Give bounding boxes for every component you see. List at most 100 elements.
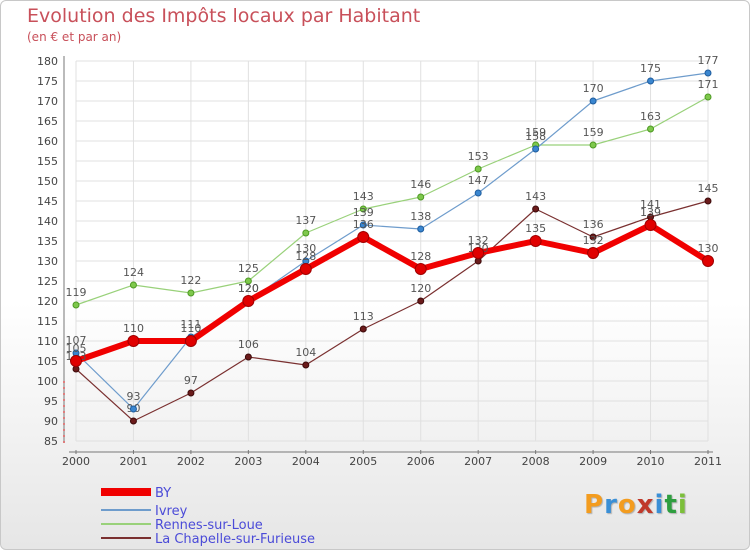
- logo-letter: P: [584, 490, 605, 520]
- chart-subtitle: (en € et par an): [27, 30, 122, 44]
- data-label: 136: [353, 218, 374, 231]
- logo-letter: i: [654, 490, 665, 520]
- data-label: 130: [295, 242, 316, 255]
- x-tick-label: 2000: [62, 455, 90, 468]
- data-label: 171: [698, 78, 719, 91]
- y-tick-label: 175: [37, 75, 58, 88]
- data-point: [474, 165, 482, 173]
- y-tick-label: 105: [37, 355, 58, 368]
- y-tick-label: 115: [37, 315, 58, 328]
- data-point: [357, 231, 370, 243]
- data-point: [704, 93, 712, 101]
- data-point: [587, 247, 600, 259]
- data-point: [129, 405, 137, 413]
- data-point: [472, 247, 485, 259]
- data-point: [532, 205, 540, 213]
- data-point: [244, 277, 252, 285]
- data-point: [704, 197, 712, 205]
- data-label: 159: [583, 126, 604, 139]
- data-label: 128: [410, 250, 431, 263]
- legend-label: BY: [155, 486, 171, 501]
- y-tick-label: 170: [37, 95, 58, 108]
- data-label: 105: [66, 342, 87, 355]
- logo-letter: i: [677, 490, 688, 520]
- data-label: 177: [698, 54, 719, 67]
- data-label: 139: [640, 206, 661, 219]
- data-point: [299, 263, 312, 275]
- x-tick-label: 2002: [177, 455, 205, 468]
- x-tick-label: 2008: [522, 455, 550, 468]
- x-tick-label: 2004: [292, 455, 320, 468]
- data-label: 158: [525, 130, 546, 143]
- data-point: [187, 289, 195, 297]
- data-point: [129, 417, 137, 425]
- data-label: 111: [180, 318, 201, 331]
- data-point: [532, 145, 540, 153]
- series-line-1: [75, 72, 709, 410]
- logo-letter: r: [604, 490, 618, 520]
- data-label: 153: [468, 150, 489, 163]
- data-label: 122: [180, 274, 201, 287]
- data-label: 106: [238, 338, 259, 351]
- data-label: 110: [123, 322, 144, 335]
- data-point: [704, 69, 712, 77]
- data-label: 113: [353, 310, 374, 323]
- x-tick-label: 2003: [234, 455, 262, 468]
- data-label: 119: [66, 286, 87, 299]
- y-tick-label: 150: [37, 175, 58, 188]
- data-point: [417, 225, 425, 233]
- data-label: 143: [525, 190, 546, 203]
- data-label: 128: [295, 250, 316, 263]
- x-tick-label: 2001: [119, 455, 147, 468]
- y-tick-label: 165: [37, 115, 58, 128]
- data-label: 120: [410, 282, 431, 295]
- legend-label: La Chapelle-sur-Furieuse: [155, 532, 315, 547]
- data-label: 139: [353, 206, 374, 219]
- data-point: [702, 255, 714, 267]
- data-label: 137: [295, 214, 316, 227]
- data-label: 120: [238, 282, 259, 295]
- y-tick-label: 145: [37, 195, 58, 208]
- y-tick-label: 155: [37, 155, 58, 168]
- data-point: [474, 189, 482, 197]
- data-point: [302, 361, 310, 369]
- x-tick-label: 2005: [349, 455, 377, 468]
- data-label: 132: [583, 234, 604, 247]
- y-tick-label: 90: [44, 415, 58, 428]
- data-point: [187, 389, 195, 397]
- data-label: 124: [123, 266, 144, 279]
- data-label: 132: [468, 234, 489, 247]
- data-label: 107: [66, 334, 87, 347]
- data-label: 175: [640, 62, 661, 75]
- x-tick-label: 2006: [407, 455, 435, 468]
- data-point: [647, 77, 655, 85]
- data-point: [359, 221, 367, 229]
- data-point: [302, 229, 310, 237]
- data-label: 135: [525, 222, 546, 235]
- y-tick-label: 95: [44, 395, 58, 408]
- data-label: 163: [640, 110, 661, 123]
- data-label: 104: [295, 346, 316, 359]
- data-label: 147: [468, 174, 489, 187]
- y-tick-label: 85: [44, 435, 58, 448]
- data-point: [359, 205, 367, 213]
- x-tick-label: 2011: [694, 455, 722, 468]
- data-point: [589, 97, 597, 105]
- series-line-0: [75, 222, 710, 364]
- data-label: 141: [640, 198, 661, 211]
- data-label: 143: [353, 190, 374, 203]
- y-tick-label: 110: [37, 335, 58, 348]
- data-point: [129, 281, 137, 289]
- data-point: [70, 355, 82, 367]
- y-tick-label: 160: [37, 135, 58, 148]
- legend-label: Rennes-sur-Loue: [155, 518, 263, 533]
- data-label: 110: [180, 322, 201, 335]
- y-tick-label: 180: [37, 55, 58, 68]
- data-point: [647, 125, 655, 133]
- data-label: 145: [698, 182, 719, 195]
- y-tick-label: 120: [37, 295, 58, 308]
- data-label: 136: [583, 218, 604, 231]
- data-point: [417, 193, 425, 201]
